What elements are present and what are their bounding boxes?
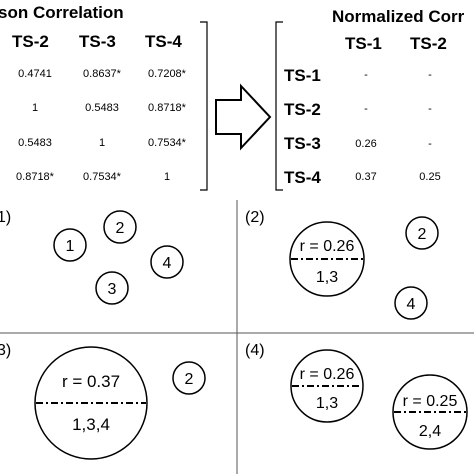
p4-label: (4)	[245, 342, 265, 359]
left-col-header-ts3: TS-3	[79, 32, 116, 51]
right-cell: -	[428, 138, 432, 150]
p1-node-1-label: 1	[66, 238, 75, 255]
p1-label: 1)	[0, 209, 11, 226]
p4-cluster-a-members: 1,3	[316, 395, 338, 412]
left-cell: 1	[31, 102, 39, 114]
left-cell: 0.5483	[18, 137, 52, 149]
right-arrow-icon	[215, 83, 272, 151]
p4-cluster-b-members: 2,4	[419, 423, 441, 440]
p1-node-2	[103, 210, 137, 244]
p3-node-2	[172, 361, 206, 395]
p3-cluster-members: 1,3,4	[72, 415, 110, 434]
p4-cluster-b-r: r = 0.25	[403, 393, 458, 410]
right-matrix-bracket	[275, 21, 283, 191]
p3-node-2-label: 2	[185, 371, 194, 388]
left-cell: 1	[98, 137, 106, 149]
right-cell: 0.37	[355, 171, 377, 183]
left-cell: 0.8637*	[83, 68, 121, 80]
p2-node-4-label: 4	[407, 296, 416, 313]
left-matrix-title: son Correlation	[0, 3, 124, 22]
p2-cluster-members: 1,3	[316, 269, 338, 286]
p2-cluster-r: r = 0.26	[300, 238, 355, 255]
p2-label: (2)	[245, 209, 265, 226]
p2-node-2-label: 2	[418, 226, 427, 243]
right-row-header-ts4: TS-4	[284, 168, 321, 187]
right-row-header-ts1: TS-1	[284, 66, 321, 85]
right-cell: -	[364, 103, 368, 115]
right-row-header-ts3: TS-3	[284, 134, 321, 153]
right-cell: 0.25	[419, 171, 441, 183]
left-col-header-ts2: TS-2	[12, 32, 49, 51]
left-cell: 1	[163, 171, 171, 183]
p1-node-4-label: 4	[163, 255, 172, 272]
p3-label: 3)	[0, 342, 11, 359]
left-cell: 0.8718*	[148, 102, 186, 114]
left-matrix-bracket	[200, 21, 208, 191]
right-row-header-ts2: TS-2	[284, 100, 321, 119]
p2-node-4	[394, 286, 428, 320]
p1-node-1	[53, 228, 87, 262]
p2-node-2	[405, 216, 439, 250]
p4-cluster-a-r: r = 0.26	[300, 366, 355, 383]
right-cell: 0.26	[355, 138, 377, 150]
left-cell: 0.4741	[18, 68, 52, 80]
right-col-header-ts2: TS-2	[410, 34, 447, 53]
p3-cluster-r: r = 0.37	[62, 372, 120, 391]
p1-node-3-label: 3	[108, 281, 117, 298]
left-cell: 0.7534*	[148, 137, 186, 149]
left-cell: 0.5483	[85, 102, 119, 114]
right-cell: -	[364, 69, 368, 81]
left-col-header-ts4: TS-4	[145, 32, 182, 51]
p1-node-3	[95, 271, 129, 305]
left-cell: 0.7534*	[83, 171, 121, 183]
right-cell: -	[428, 69, 432, 81]
left-cell: 0.7208*	[148, 68, 186, 80]
p1-node-2-label: 2	[116, 220, 125, 237]
p1-node-4	[150, 245, 184, 279]
left-cell: 0.8718*	[16, 171, 54, 183]
right-col-header-ts1: TS-1	[345, 34, 382, 53]
right-matrix-title: Normalized Corr	[332, 7, 465, 26]
right-cell: -	[428, 103, 432, 115]
